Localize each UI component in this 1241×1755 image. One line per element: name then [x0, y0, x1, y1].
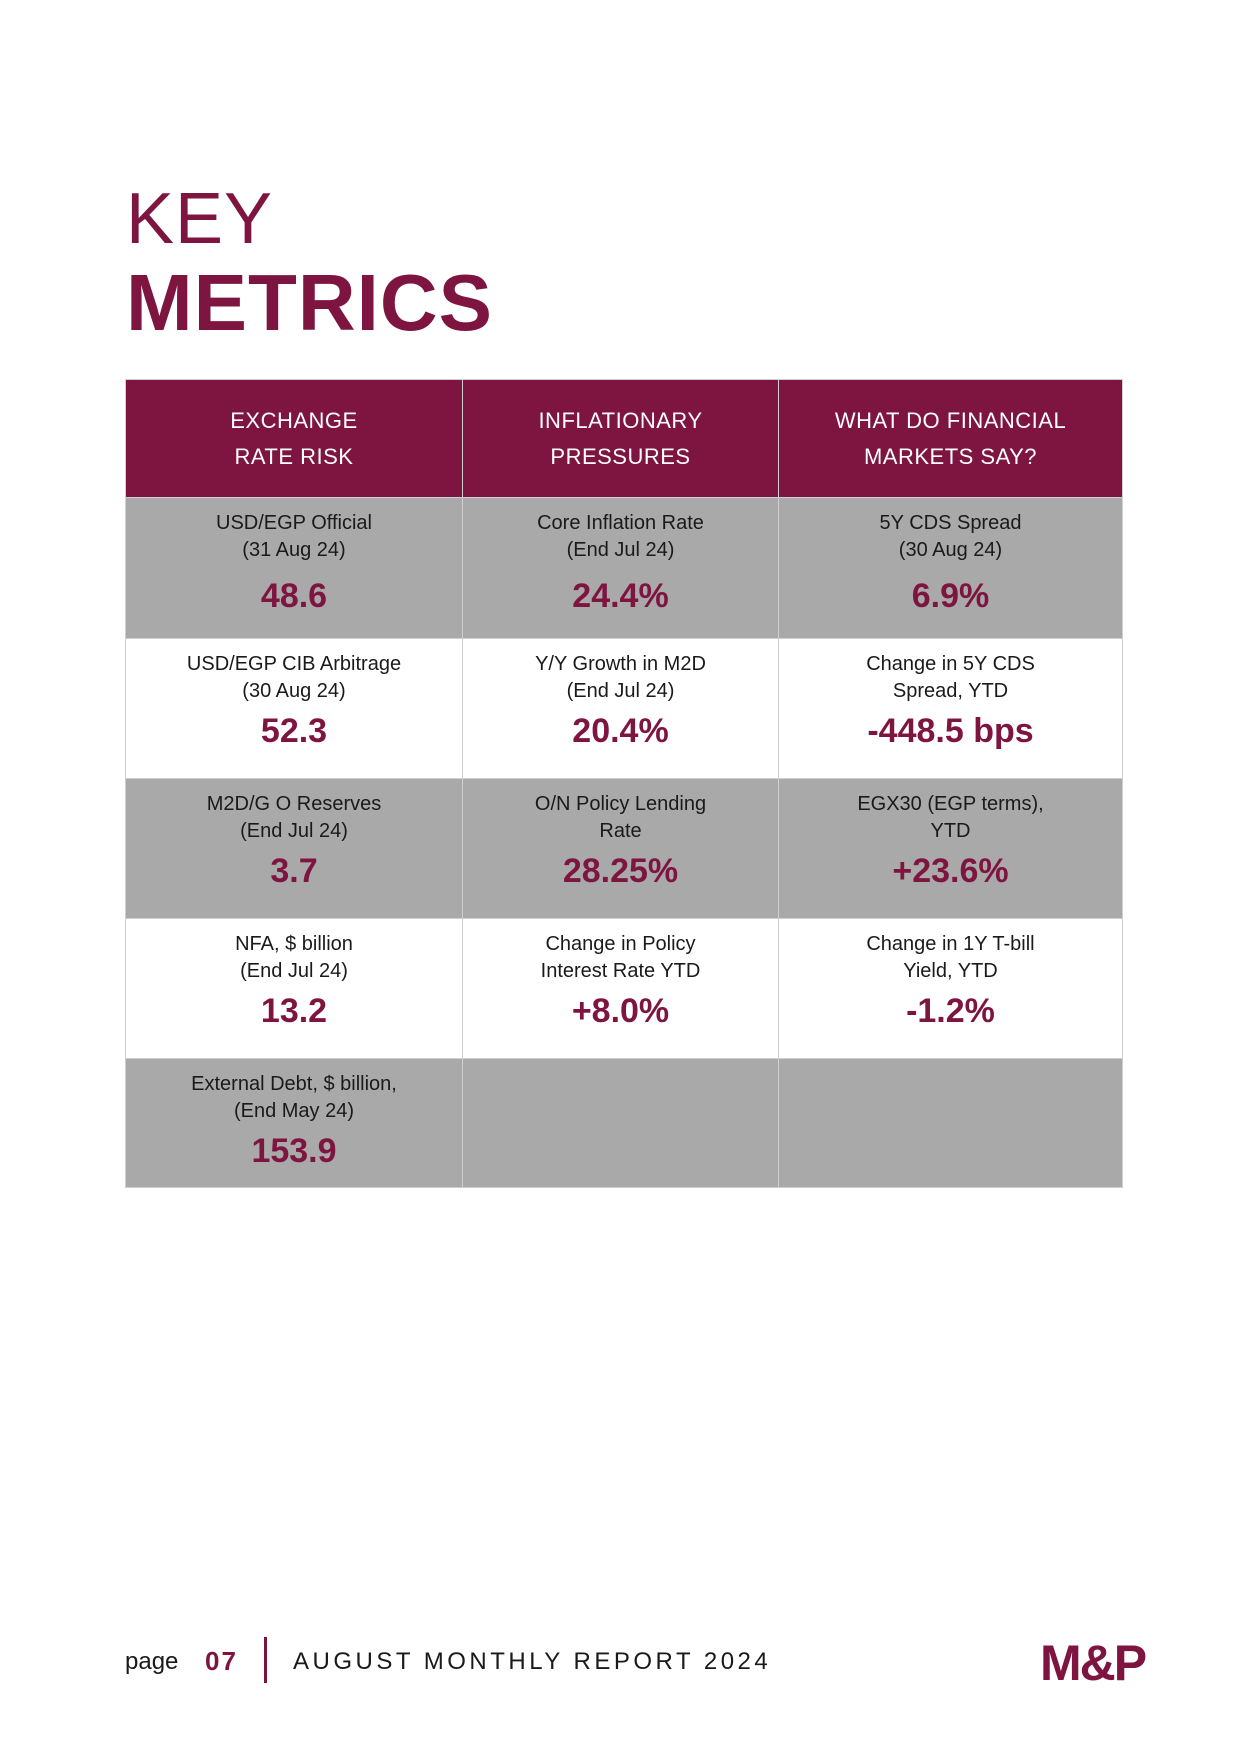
report-title: AUGUST MONTHLY REPORT 2024 [293, 1648, 772, 1675]
table-row: M2D/G O Reserves (End Jul 24) 3.7 O/N Poli… [125, 778, 1123, 919]
empty-cell [778, 1058, 1123, 1188]
title-line-key: KEY [126, 179, 274, 259]
metric-value: -448.5 bps [867, 712, 1034, 750]
metric-value: 6.9% [911, 577, 990, 615]
empty-cell [462, 1058, 779, 1188]
mp-logo: M&P [1040, 1635, 1147, 1691]
metric-cell: M2D/G O Reserves (End Jul 24) 3.7 [125, 778, 463, 919]
table-header-row: EXCHANGE RATE RISK INFLATIONARY PRESSURES … [125, 379, 1123, 498]
metric-value: 24.4% [572, 577, 669, 615]
key-metrics-table: EXCHANGE RATE RISK INFLATIONARY PRESSURES … [125, 379, 1123, 1188]
metric-date: YTD [930, 820, 971, 842]
metric-cell: NFA, $ billion (End Jul 24) 13.2 [125, 918, 463, 1059]
metric-date: (End Jul 24) [566, 539, 675, 561]
header-exchange-rate-risk: EXCHANGE RATE RISK [125, 379, 463, 498]
metric-cell: O/N Policy Lending Rate 28.25% [462, 778, 779, 919]
metric-cell: Y/Y Growth in M2D (End Jul 24) 20.4% [462, 638, 779, 779]
metric-label: EGX30 (EGP terms), [857, 793, 1044, 815]
page-title: KEY METRICS [126, 178, 493, 346]
footer-divider [264, 1637, 267, 1683]
header-financial-markets: WHAT DO FINANCIAL MARKETS SAY? [778, 379, 1123, 498]
metric-cell: External Debt, $ billion, (End May 24) 153… [125, 1058, 463, 1188]
metric-date: (End Jul 24) [566, 680, 675, 702]
metric-date: Rate [599, 820, 642, 842]
header-inflationary-pressures: INFLATIONARY PRESSURES [462, 379, 779, 498]
metric-date: (End Jul 24) [240, 820, 348, 842]
metric-date: (End Jul 24) [240, 960, 348, 982]
metric-value: 153.9 [251, 1132, 337, 1170]
metric-cell: Change in Policy Interest Rate YTD +8.0% [462, 918, 779, 1059]
metric-label: O/N Policy Lending [534, 793, 707, 815]
page-footer: page 07 AUGUST MONTHLY REPORT 2024 [125, 1636, 1125, 1686]
metric-date: (30 Aug 24) [898, 539, 1003, 561]
metric-value: 20.4% [572, 712, 669, 750]
metric-cell: USD/EGP Official (31 Aug 24) 48.6 [125, 497, 463, 639]
metric-label: 5Y CDS Spread [879, 512, 1022, 534]
metric-date: Interest Rate YTD [540, 960, 701, 982]
metric-value: +8.0% [571, 992, 670, 1030]
metric-label: External Debt, $ billion, [191, 1073, 397, 1095]
metric-value: 48.6 [260, 577, 328, 615]
metric-date: Yield, YTD [903, 960, 998, 982]
metric-cell: USD/EGP CIB Arbitrage (30 Aug 24) 52.3 [125, 638, 463, 779]
metric-label: NFA, $ billion [235, 933, 353, 955]
metric-cell: EGX30 (EGP terms), YTD +23.6% [778, 778, 1123, 919]
metric-cell: 5Y CDS Spread (30 Aug 24) 6.9% [778, 497, 1123, 639]
metric-value: -1.2% [906, 992, 995, 1030]
title-line-metrics: METRICS [126, 258, 493, 347]
metric-label: USD/EGP Official [216, 512, 372, 534]
metric-value: 3.7 [270, 852, 318, 890]
metric-label: Change in 5Y CDS [866, 653, 1035, 675]
metric-date: Spread, YTD [892, 680, 1009, 702]
metric-label: Change in Policy [545, 933, 696, 955]
table-row: External Debt, $ billion, (End May 24) 153… [125, 1058, 1123, 1188]
metric-date: (31 Aug 24) [242, 539, 346, 561]
metric-label: Change in 1Y T-bill [866, 933, 1035, 955]
metric-value: 52.3 [260, 712, 328, 750]
metric-date: (30 Aug 24) [242, 680, 346, 702]
table-row: NFA, $ billion (End Jul 24) 13.2 Change in… [125, 918, 1123, 1059]
metric-label: M2D/G O Reserves [206, 793, 382, 815]
table-row: USD/EGP CIB Arbitrage (30 Aug 24) 52.3 Y/Y… [125, 638, 1123, 779]
metric-label: Y/Y Growth in M2D [535, 653, 706, 675]
metric-value: +23.6% [892, 852, 1009, 890]
page-label: page [125, 1648, 179, 1675]
metric-value: 13.2 [260, 992, 328, 1030]
metric-cell: Change in 1Y T-bill Yield, YTD -1.2% [778, 918, 1123, 1059]
table-row: USD/EGP Official (31 Aug 24) 48.6 Core Inf… [125, 497, 1123, 639]
metric-cell: Change in 5Y CDS Spread, YTD -448.5 bps [778, 638, 1123, 779]
metric-date: (End May 24) [233, 1100, 355, 1122]
page-number: 07 [205, 1646, 238, 1676]
metric-label: USD/EGP CIB Arbitrage [186, 653, 402, 675]
metric-label: Core Inflation Rate [537, 512, 704, 534]
metric-cell: Core Inflation Rate (End Jul 24) 24.4% [462, 497, 779, 639]
metric-value: 28.25% [562, 852, 679, 890]
